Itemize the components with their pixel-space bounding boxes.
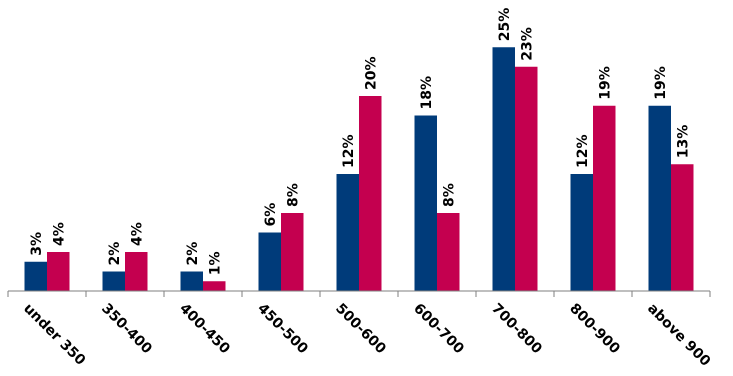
data-label-series1-8: 19% <box>653 66 669 100</box>
data-label-series1-4: 12% <box>341 134 357 168</box>
x-tick-label-1: 350-400 <box>98 301 155 358</box>
data-label-series2-4: 20% <box>363 56 379 90</box>
data-label-series2-0: 4% <box>51 222 67 246</box>
data-label-series1-7: 12% <box>575 134 591 168</box>
bar-series2-3 <box>281 213 304 291</box>
bar-series1-3 <box>258 232 281 291</box>
bar-series1-7 <box>570 174 593 291</box>
bar-series1-0 <box>24 261 47 291</box>
data-label-series1-0: 3% <box>29 232 45 256</box>
x-tick-label-4: 500-600 <box>332 301 389 358</box>
data-label-series2-3: 8% <box>285 183 301 207</box>
data-label-series2-8: 13% <box>675 125 691 159</box>
x-tick-label-0: under 350 <box>20 301 88 369</box>
data-label-series2-5: 8% <box>441 183 457 207</box>
bar-series1-1 <box>102 271 125 291</box>
bar-series1-5 <box>414 115 437 291</box>
bar-series2-5 <box>437 213 460 291</box>
data-label-series1-5: 18% <box>419 76 435 110</box>
x-tick-label-6: 700-800 <box>488 301 545 358</box>
x-tick-label-8: above 900 <box>644 301 713 370</box>
data-label-series2-1: 4% <box>129 222 145 246</box>
x-tick-label-5: 600-700 <box>410 301 467 358</box>
data-label-series2-7: 19% <box>597 66 613 100</box>
bar-series1-2 <box>180 271 203 291</box>
x-tick-label-7: 800-900 <box>566 301 623 358</box>
data-label-series1-3: 6% <box>263 203 279 227</box>
bar-series2-1 <box>125 252 148 291</box>
x-tick-label-3: 450-500 <box>254 301 311 358</box>
data-label-series2-6: 23% <box>519 27 535 61</box>
bar-series2-6 <box>515 66 538 291</box>
bar-series1-6 <box>492 47 515 291</box>
bar-series1-4 <box>336 174 359 291</box>
data-label-series1-1: 2% <box>107 242 123 266</box>
bar-series2-0 <box>47 252 70 291</box>
bar-series1-8 <box>648 105 671 291</box>
bar-series2-8 <box>671 164 694 291</box>
data-label-series2-2: 1% <box>207 251 223 275</box>
data-label-series1-6: 25% <box>497 8 513 42</box>
bar-series2-4 <box>359 96 382 291</box>
bar-series2-7 <box>593 105 616 291</box>
bar-series2-2 <box>203 281 226 291</box>
x-tick-label-2: 400-450 <box>176 301 233 358</box>
data-label-series1-2: 2% <box>185 242 201 266</box>
